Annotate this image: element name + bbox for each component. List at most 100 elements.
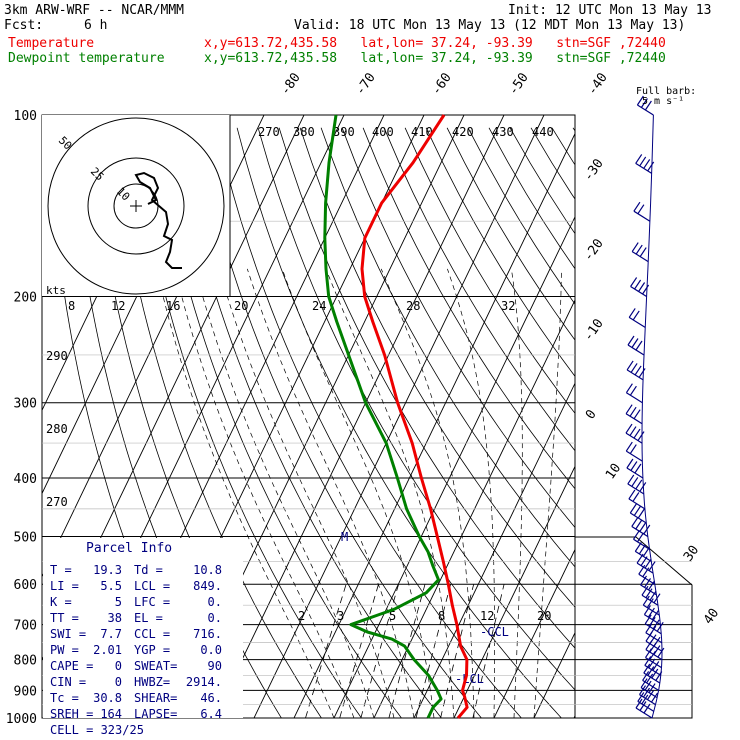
wind-barb-flag <box>643 703 651 714</box>
wind-barb-flag <box>642 595 650 606</box>
profiles <box>323 114 469 719</box>
theta-e-label: 410 <box>411 125 433 139</box>
parcel-value: 38 <box>108 611 122 625</box>
pressure-label: 800 <box>14 654 37 669</box>
theta-label: 290 <box>46 349 68 363</box>
dry-adiabat-line <box>278 127 575 649</box>
wind-barb <box>625 450 643 462</box>
wind-barb-flag <box>647 690 654 700</box>
hodograph-speed-label: 12 <box>111 299 125 313</box>
wind-barb <box>638 573 656 585</box>
wind-barb-flag <box>633 409 641 420</box>
hodograph-speed-label: 16 <box>166 299 180 313</box>
parcel-value: 0. <box>208 595 222 609</box>
wind-barb <box>633 538 650 550</box>
isotherm-top-label: -70 <box>353 70 379 98</box>
dry-adiabat-line <box>488 127 575 270</box>
parcel-value: 2.01 <box>93 643 122 657</box>
wind-barb-flag <box>629 385 637 396</box>
wind-barb-flag <box>652 619 660 630</box>
isotherm-line <box>213 115 505 718</box>
wind-barb-flag <box>626 360 634 371</box>
wind-barb-flag <box>634 279 642 290</box>
parcel-key: CIN = <box>50 675 86 689</box>
wind-barb <box>628 316 646 328</box>
mark-label: M <box>341 530 348 544</box>
parcel-value: 90 <box>208 659 222 673</box>
wind-barb-flag <box>629 503 637 514</box>
wind-barb-flag <box>643 524 651 535</box>
wind-barb-flag <box>649 590 657 601</box>
wind-barb-flag <box>651 692 658 703</box>
dry-adiabat-line <box>131 127 362 718</box>
wind-barb-flag <box>643 159 651 169</box>
wind-barb-flag <box>652 661 660 671</box>
parcel-value: 30.8 <box>93 691 122 705</box>
moist-adiabat-line <box>511 268 523 718</box>
forecast-label: Fcst: <box>4 18 44 33</box>
wind-barb-flag <box>645 623 653 634</box>
dry-adiabat-line <box>257 127 575 691</box>
wind-barb <box>642 679 659 691</box>
hodograph-ring <box>87 157 185 255</box>
moist-adiabat-line <box>380 268 475 718</box>
parcel-key: LAPSE= <box>134 707 177 721</box>
mixing-ratio-line <box>472 584 505 718</box>
theta-e-label: 400 <box>372 125 394 139</box>
wind-barb-flag <box>633 201 641 212</box>
moist-adiabat-line <box>447 268 495 718</box>
dry-adiabat-line <box>383 127 575 452</box>
isotherm-line <box>493 548 575 718</box>
wind-barb-flag <box>631 242 639 252</box>
wind-barb-flag <box>635 244 643 255</box>
wind-barb-flag <box>627 335 635 346</box>
parcel-title: Parcel Info <box>86 541 172 556</box>
pressure-label: 700 <box>14 619 37 634</box>
isotherm-right-label: 0 <box>583 407 600 422</box>
parcel-key: EL = <box>134 611 163 625</box>
wind-barb-flag <box>649 634 657 645</box>
parcel-key: K = <box>50 595 72 609</box>
wind-barb-flag <box>627 474 635 485</box>
dry-adiabat-line <box>215 127 522 718</box>
wind-barb-flag <box>640 678 648 688</box>
pressure-label: 500 <box>14 530 37 545</box>
parcel-key: YGP = <box>134 643 170 657</box>
isotherm-line <box>413 382 575 718</box>
wind-barb-flag <box>643 605 651 615</box>
moist-adiabat-line <box>194 268 375 718</box>
parcel-value: 19.3 <box>93 563 122 577</box>
wind-barb-flag <box>626 458 634 469</box>
parcel-box-bg <box>43 538 243 718</box>
parcel-value: 0.0 <box>200 643 222 657</box>
isotherm-right-label: -10 <box>581 316 607 344</box>
wind-barb-flag <box>655 671 663 681</box>
pressure-label: 300 <box>14 397 37 412</box>
parcel-key: SHEAR= <box>134 691 177 705</box>
hodograph-unit: kts <box>46 284 66 297</box>
wind-barb-flag <box>625 404 633 415</box>
wind-barb-flag <box>629 406 637 417</box>
parcel-value: 0 <box>115 675 122 689</box>
wind-barb-flag <box>634 365 642 376</box>
wind-barb-flag <box>639 685 646 695</box>
wind-barb-flag <box>630 363 638 373</box>
wind-barb-flag <box>625 423 633 434</box>
dry-adiabat-line <box>425 127 575 377</box>
isotherm-right-label: 10 <box>603 461 624 482</box>
wind-barb-flag <box>635 340 643 351</box>
isotherm-right-label: -30 <box>581 156 607 184</box>
wind-barb-flag <box>657 647 665 658</box>
dry-adiabat-line <box>530 127 575 200</box>
parcel-key: HWBZ= <box>134 675 170 689</box>
parcel-value: 716. <box>193 627 222 641</box>
wind-barb-flag <box>645 588 653 599</box>
wind-barb-flag <box>643 687 650 698</box>
parcel-key: Tc = <box>50 691 79 705</box>
parcel-key: T = <box>50 563 72 577</box>
barb-legend-value: 5 m s⁻¹ <box>642 96 684 107</box>
wind-barb-flag <box>644 100 652 111</box>
wind-barb-flag <box>653 593 661 604</box>
pressure-label: 200 <box>14 291 37 306</box>
